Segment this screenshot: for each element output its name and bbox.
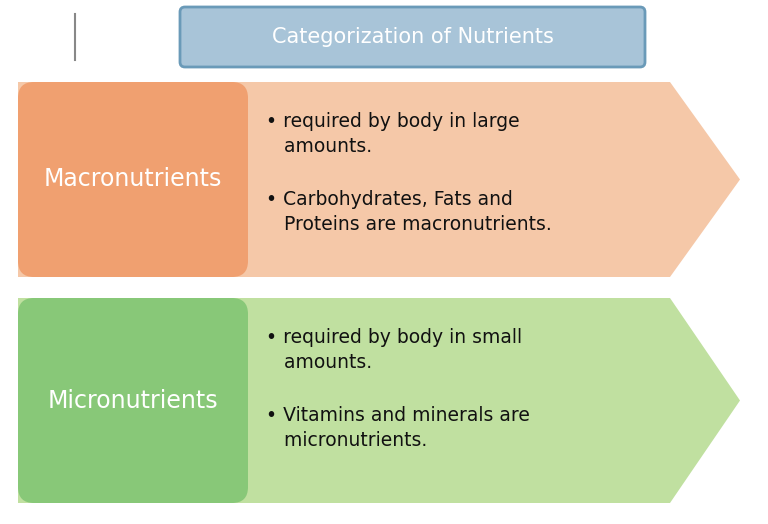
Text: • Vitamins and minerals are
   micronutrients.: • Vitamins and minerals are micronutrien… [266,406,530,450]
Text: • required by body in small
   amounts.: • required by body in small amounts. [266,328,522,372]
Text: Micronutrients: Micronutrients [48,388,218,412]
Polygon shape [18,82,740,277]
Text: Categorization of Nutrients: Categorization of Nutrients [272,27,554,47]
FancyBboxPatch shape [18,298,248,503]
FancyBboxPatch shape [18,82,248,277]
Text: Macronutrients: Macronutrients [44,168,222,191]
FancyBboxPatch shape [180,7,645,67]
Polygon shape [18,298,740,503]
Text: • required by body in large
   amounts.: • required by body in large amounts. [266,112,520,156]
Text: • Carbohydrates, Fats and
   Proteins are macronutrients.: • Carbohydrates, Fats and Proteins are m… [266,190,551,234]
